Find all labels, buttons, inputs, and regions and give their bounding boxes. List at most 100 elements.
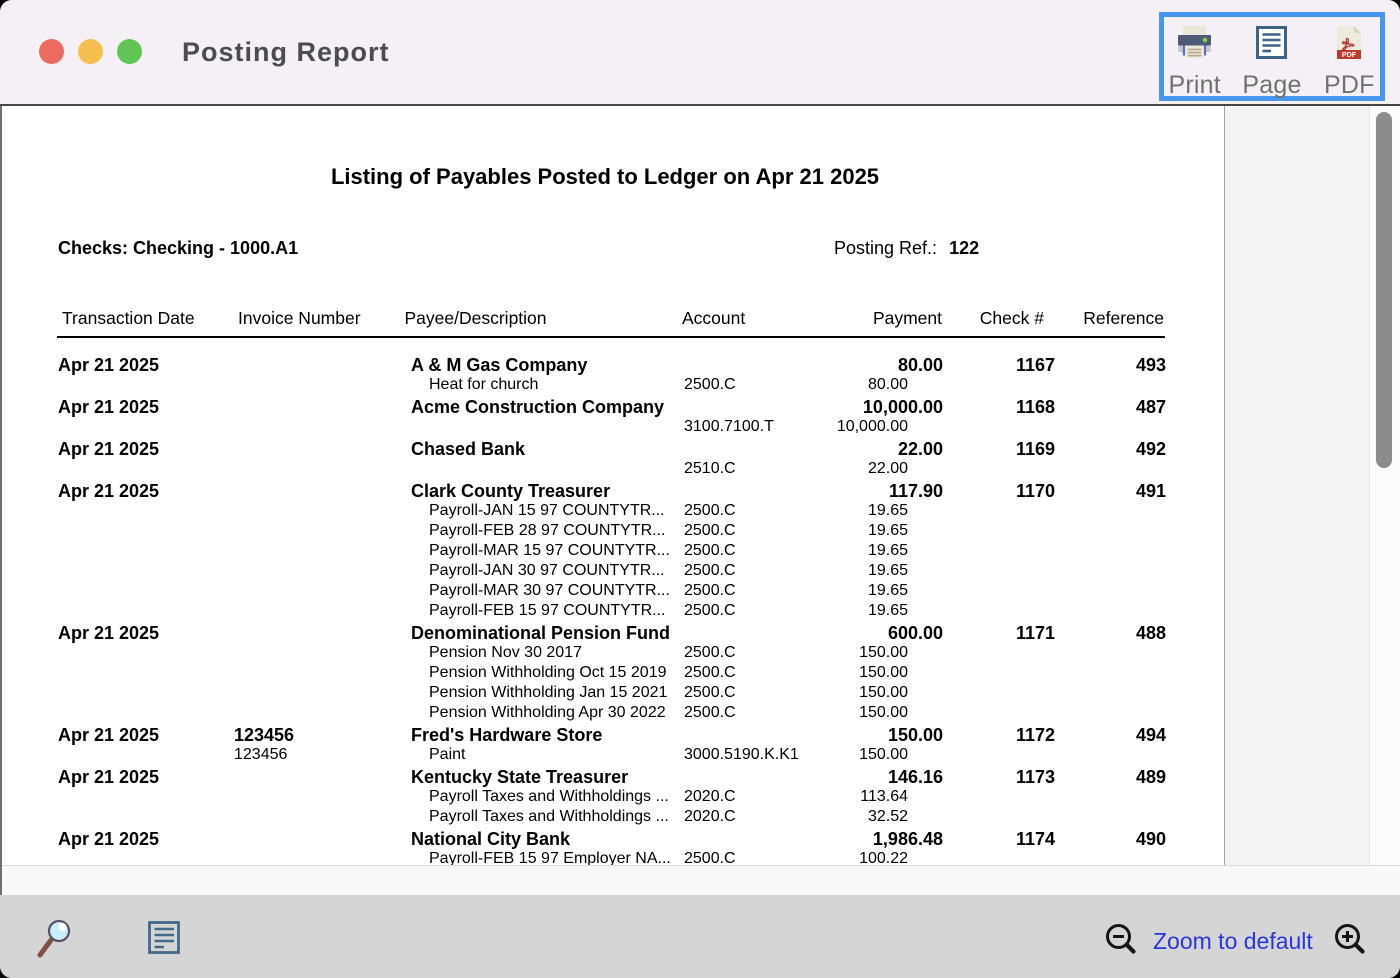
cell-amount: 150.00 <box>859 746 908 763</box>
cell-account: 2500.C <box>684 542 736 559</box>
cell-account: 2500.C <box>684 664 736 681</box>
cell-payee: National City Bank <box>411 829 571 849</box>
cell-account: 2020.C <box>684 788 736 805</box>
page-button[interactable]: Page <box>1241 26 1302 98</box>
payable-entry: Apr 21 2025 A & M Gas Company 80.00 1167 493… <box>2 355 1222 395</box>
cell-description: Pension Nov 30 2017 <box>429 644 582 661</box>
magnifier-icon[interactable] <box>34 915 80 963</box>
cell-amount: 19.65 <box>867 582 908 599</box>
zoom-out-icon[interactable] <box>1103 924 1139 960</box>
cell-amount: 150.00 <box>859 684 908 701</box>
cell-payee: Denominational Pension Fund <box>411 623 671 643</box>
cell-transaction-date: Apr 21 2025 <box>58 767 160 787</box>
table-header-rule <box>57 335 1165 338</box>
cell-check-number: 1170 <box>1015 481 1055 501</box>
cell-amount: 150.00 <box>859 644 908 661</box>
payable-entry: Apr 21 2025 National City Bank 1,986.48 117… <box>2 829 1222 865</box>
report-page: Listing of Payables Posted to Ledger on … <box>2 106 1225 865</box>
table-detail-row: Payroll-FEB 15 97 COUNTYTR... 2500.C 19.65 <box>2 601 1222 621</box>
cell-description: Payroll Taxes and Withholdings ... <box>429 788 669 805</box>
document-icon[interactable] <box>148 921 180 954</box>
cell-check-number: 1171 <box>1015 623 1055 643</box>
cell-account: 2500.C <box>684 522 736 539</box>
cell-account: 2500.C <box>684 684 736 701</box>
vertical-scrollbar[interactable] <box>1369 106 1400 865</box>
pdf-badge-text: PDF <box>1342 50 1357 59</box>
posting-ref: Posting Ref.: 122 <box>834 238 979 259</box>
table-body: Apr 21 2025 A & M Gas Company 80.00 1167 493… <box>2 353 1222 865</box>
cell-amount: 19.65 <box>867 522 908 539</box>
table-row: Apr 21 2025 123456 Fred's Hardware Store 15… <box>2 725 1222 745</box>
cell-transaction-date: Apr 21 2025 <box>58 623 160 643</box>
cell-transaction-date: Apr 21 2025 <box>58 829 160 849</box>
cell-check-number: 1169 <box>1015 439 1055 459</box>
table-detail-row: Payroll Taxes and Withholdings ... 2020.C… <box>2 787 1222 807</box>
cell-amount: 100.22 <box>859 850 908 865</box>
table-row: Apr 21 2025 Clark County Treasurer 117.90 1… <box>2 481 1222 501</box>
cell-description: Payroll-MAR 15 97 COUNTYTR... <box>429 542 670 559</box>
table-row: Apr 21 2025 A & M Gas Company 80.00 1167 493 <box>2 355 1222 375</box>
horizontal-scrollbar-track[interactable] <box>2 865 1400 895</box>
traffic-lights <box>39 39 142 64</box>
posting-ref-label: Posting Ref.: <box>834 238 938 258</box>
cell-amount: 32.52 <box>867 808 908 825</box>
column-header-account: Account <box>682 308 746 328</box>
column-header-reference: Reference <box>1083 308 1164 328</box>
payable-entry: Apr 21 2025 Acme Construction Company 10,0… <box>2 397 1222 437</box>
cell-reference: 494 <box>1135 725 1166 745</box>
column-header-payment: Payment <box>872 308 942 328</box>
table-detail-row: Heat for church 2500.C 80.00 <box>2 375 1222 395</box>
cell-account: 2500.C <box>684 562 736 579</box>
table-detail-row: 3100.7100.T 10,000.00 <box>2 417 1222 437</box>
cell-description: Payroll-JAN 15 97 COUNTYTR... <box>429 502 665 519</box>
cell-check-number: 1172 <box>1015 725 1055 745</box>
cell-description: Payroll Taxes and Withholdings ... <box>429 808 669 825</box>
zoom-to-default-link[interactable]: Zoom to default <box>1153 928 1313 954</box>
window-title: Posting Report <box>182 37 390 67</box>
cell-payment: 146.16 <box>887 767 943 787</box>
status-bar: Zoom to default <box>0 895 1400 978</box>
report-title: Listing of Payables Posted to Ledger on … <box>330 164 880 189</box>
cell-invoice-number: 123456 <box>234 725 295 745</box>
cell-check-number: 1168 <box>1015 397 1055 417</box>
cell-amount: 113.64 <box>860 788 908 805</box>
cell-payment: 117.90 <box>888 481 943 501</box>
cell-check-number: 1173 <box>1015 767 1055 787</box>
minimize-button[interactable] <box>78 39 103 64</box>
cell-transaction-date: Apr 21 2025 <box>58 355 160 375</box>
cell-description: Paint <box>429 746 466 763</box>
cell-payee: Chased Bank <box>411 439 526 459</box>
payable-entry: Apr 21 2025 Clark County Treasurer 117.90 1… <box>2 481 1222 621</box>
payable-entry: Apr 21 2025 Kentucky State Treasurer 146.1… <box>2 767 1222 827</box>
cell-description: Payroll-FEB 15 97 Employer NA... <box>429 850 671 865</box>
cell-amount: 19.65 <box>867 542 908 559</box>
vertical-scrollbar-thumb[interactable] <box>1376 112 1392 468</box>
column-header-invoice-number: Invoice Number <box>238 308 361 328</box>
cell-account: 2500.C <box>684 704 736 721</box>
cell-reference: 488 <box>1135 623 1166 643</box>
pdf-button[interactable]: PDF PDF <box>1319 26 1380 98</box>
maximize-button[interactable] <box>117 39 142 64</box>
table-detail-row: Payroll-FEB 28 97 COUNTYTR... 2500.C 19.65 <box>2 521 1222 541</box>
payable-entry: Apr 21 2025 Denominational Pension Fund 60… <box>2 623 1222 723</box>
cell-account: 2500.C <box>684 376 736 393</box>
pdf-label: PDF <box>1324 71 1375 99</box>
cell-account: 2500.C <box>684 602 736 619</box>
cell-description: Payroll-FEB 28 97 COUNTYTR... <box>429 522 666 539</box>
cell-reference: 489 <box>1135 767 1166 787</box>
cell-amount: 80.00 <box>867 376 908 393</box>
toolbar-group: Print Page <box>1159 12 1385 101</box>
table-detail-row: Pension Withholding Oct 15 2019 2500.C 150… <box>2 663 1222 683</box>
table-row: Apr 21 2025 Chased Bank 22.00 1169 492 <box>2 439 1222 459</box>
page-label: Page <box>1242 71 1302 99</box>
cell-account: 2020.C <box>684 808 736 825</box>
table-detail-row: 2510.C 22.00 <box>2 459 1222 479</box>
print-button[interactable]: Print <box>1164 26 1225 98</box>
cell-description: Pension Withholding Oct 15 2019 <box>429 664 667 681</box>
zoom-in-icon[interactable] <box>1332 924 1368 960</box>
cell-payment: 1,986.48 <box>872 829 943 849</box>
report-meta-row: Checks: Checking - 1000.A1 Posting Ref.:… <box>2 238 1222 258</box>
cell-amount: 10,000.00 <box>836 418 908 435</box>
close-button[interactable] <box>39 39 64 64</box>
